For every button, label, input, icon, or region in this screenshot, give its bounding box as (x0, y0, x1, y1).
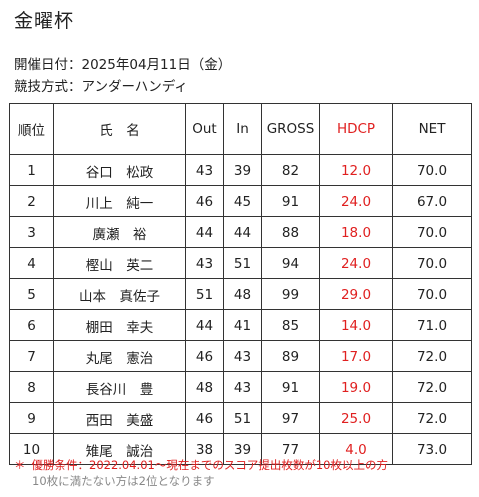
in-cell: 44 (223, 216, 262, 248)
in-cell: 45 (223, 185, 262, 217)
in-cell: 51 (223, 247, 262, 279)
name-cell: 雉尾 誠治 (53, 433, 186, 465)
net-cell: 71.0 (392, 309, 472, 341)
net-cell: 70.0 (392, 278, 472, 310)
hdcp-cell: 18.0 (319, 216, 393, 248)
table-row: 6 棚田 幸夫 44 41 85 14.0 71.0 (9, 309, 472, 341)
gross-cell: 89 (261, 340, 320, 372)
results-table: 順位 氏 名 Out In GROSS HDCP NET 1 谷口 松政 43 … (9, 103, 472, 465)
name-cell: 廣瀬 裕 (53, 216, 186, 248)
out-cell: 46 (185, 340, 224, 372)
out-cell: 46 (185, 185, 224, 217)
in-cell: 43 (223, 340, 262, 372)
net-cell: 72.0 (392, 402, 472, 434)
rank-cell: 2 (9, 185, 54, 217)
rank-cell: 7 (9, 340, 54, 372)
net-cell: 72.0 (392, 371, 472, 403)
rank-cell: 5 (9, 278, 54, 310)
table-row: 5 山本 真佐子 51 48 99 29.0 70.0 (9, 278, 472, 310)
out-cell: 44 (185, 216, 224, 248)
hdcp-cell: 14.0 (319, 309, 393, 341)
header-out: Out (185, 103, 224, 155)
gross-cell: 82 (261, 154, 320, 186)
name-cell: 西田 美盛 (53, 402, 186, 434)
out-cell: 48 (185, 371, 224, 403)
rank-cell: 3 (9, 216, 54, 248)
page-title: 金曜杯 (14, 10, 75, 32)
table-row: 7 丸尾 憲治 46 43 89 17.0 72.0 (9, 340, 472, 372)
out-cell: 44 (185, 309, 224, 341)
table-row: 3 廣瀬 裕 44 44 88 18.0 70.0 (9, 216, 472, 248)
gross-cell: 91 (261, 371, 320, 403)
rank-cell: 10 (9, 433, 54, 465)
table-header-row: 順位 氏 名 Out In GROSS HDCP NET (9, 103, 472, 155)
secondary-note: 10枚に満たない方は2位となります (32, 474, 215, 488)
in-cell: 41 (223, 309, 262, 341)
out-cell: 43 (185, 247, 224, 279)
victory-condition-note: ＊ 優勝条件：2022.04.01～現在までのスコア提出枚数が10枚以上の方 (14, 457, 388, 473)
in-cell: 39 (223, 433, 262, 465)
gross-cell: 97 (261, 402, 320, 434)
header-hdcp: HDCP (319, 103, 393, 155)
gross-cell: 99 (261, 278, 320, 310)
victory-condition-text: 優勝条件：2022.04.01～現在までのスコア提出枚数が10枚以上の方 (31, 458, 388, 472)
net-cell: 72.0 (392, 340, 472, 372)
in-cell: 48 (223, 278, 262, 310)
name-cell: 丸尾 憲治 (53, 340, 186, 372)
in-cell: 51 (223, 402, 262, 434)
hdcp-cell: 29.0 (319, 278, 393, 310)
rank-cell: 4 (9, 247, 54, 279)
header-name: 氏 名 (53, 103, 186, 155)
name-cell: 山本 真佐子 (53, 278, 186, 310)
out-cell: 46 (185, 402, 224, 434)
hdcp-cell: 12.0 (319, 154, 393, 186)
in-cell: 39 (223, 154, 262, 186)
name-cell: 樫山 英二 (53, 247, 186, 279)
table-row: 2 川上 純一 46 45 91 24.0 67.0 (9, 185, 472, 217)
name-cell: 棚田 幸夫 (53, 309, 186, 341)
table-row: 8 長谷川 豊 48 43 91 19.0 72.0 (9, 371, 472, 403)
hdcp-cell: 25.0 (319, 402, 393, 434)
rank-cell: 6 (9, 309, 54, 341)
net-cell: 70.0 (392, 247, 472, 279)
table-row: 4 樫山 英二 43 51 94 24.0 70.0 (9, 247, 472, 279)
header-rank: 順位 (9, 103, 54, 155)
table-row: 10 雉尾 誠治 38 39 77 4.0 73.0 (9, 433, 472, 465)
name-cell: 谷口 松政 (53, 154, 186, 186)
hdcp-cell: 24.0 (319, 185, 393, 217)
hdcp-cell: 19.0 (319, 371, 393, 403)
table-row: 1 谷口 松政 43 39 82 12.0 70.0 (9, 154, 472, 186)
out-cell: 43 (185, 154, 224, 186)
net-cell: 70.0 (392, 216, 472, 248)
rank-cell: 8 (9, 371, 54, 403)
out-cell: 51 (185, 278, 224, 310)
hdcp-cell: 17.0 (319, 340, 393, 372)
asterisk-mark: ＊ (14, 458, 26, 472)
net-cell: 73.0 (392, 433, 472, 465)
table-row: 9 西田 美盛 46 51 97 25.0 72.0 (9, 402, 472, 434)
competition-method: 競技方式：アンダーハンディ (14, 79, 188, 95)
header-net: NET (392, 103, 472, 155)
in-cell: 43 (223, 371, 262, 403)
net-cell: 70.0 (392, 154, 472, 186)
gross-cell: 88 (261, 216, 320, 248)
gross-cell: 94 (261, 247, 320, 279)
gross-cell: 85 (261, 309, 320, 341)
event-date: 開催日付：2025年04月11日（金） (14, 57, 232, 73)
name-cell: 川上 純一 (53, 185, 186, 217)
net-cell: 67.0 (392, 185, 472, 217)
hdcp-cell: 24.0 (319, 247, 393, 279)
header-gross: GROSS (261, 103, 320, 155)
name-cell: 長谷川 豊 (53, 371, 186, 403)
header-in: In (223, 103, 262, 155)
rank-cell: 1 (9, 154, 54, 186)
rank-cell: 9 (9, 402, 54, 434)
gross-cell: 91 (261, 185, 320, 217)
